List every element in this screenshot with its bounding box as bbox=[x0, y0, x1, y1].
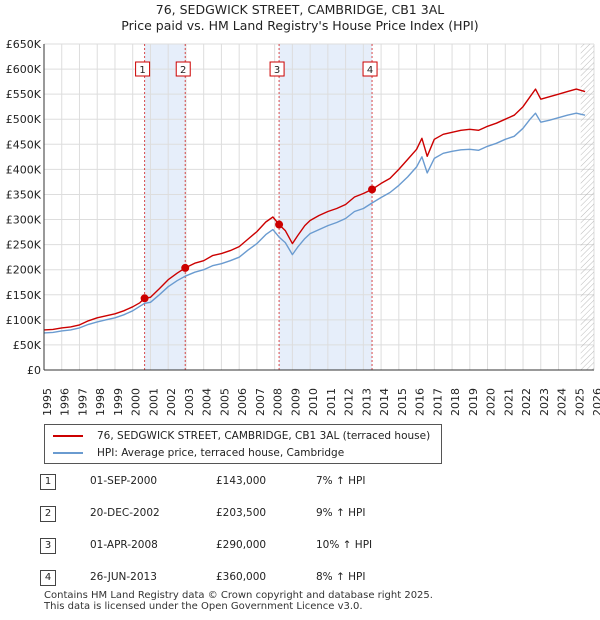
transaction-hpi-diff: 8% ↑ HPI bbox=[316, 571, 366, 583]
x-tick-label: 2022 bbox=[520, 388, 533, 416]
legend-item-property: 76, SEDGWICK STREET, CAMBRIDGE, CB1 3AL … bbox=[53, 428, 430, 444]
chart-legend: 76, SEDGWICK STREET, CAMBRIDGE, CB1 3AL … bbox=[44, 424, 442, 464]
y-tick-label: £350K bbox=[6, 188, 42, 201]
x-tick-label: 2018 bbox=[449, 388, 462, 416]
y-tick-label: £550K bbox=[6, 88, 42, 101]
x-tick-label: 1997 bbox=[76, 388, 89, 416]
x-tick-label: 2016 bbox=[414, 388, 427, 416]
x-tick-label: 1998 bbox=[94, 388, 107, 416]
transaction-price: £360,000 bbox=[216, 571, 267, 583]
transaction-number: 4 bbox=[40, 570, 56, 586]
legend-label-hpi: HPI: Average price, terraced house, Camb… bbox=[97, 447, 345, 459]
x-tick-label: 2024 bbox=[556, 388, 569, 416]
sale-label-box bbox=[362, 61, 378, 77]
price-chart: 1 2 3 4 £0 £50K £100K £150K £200K £250K £300K £350K… bbox=[6, 38, 600, 416]
transaction-number: 2 bbox=[40, 506, 56, 522]
legend-swatch-property bbox=[53, 435, 83, 437]
transaction-hpi-diff: 10% ↑ HPI bbox=[316, 539, 373, 551]
x-tick-label: 2023 bbox=[538, 388, 551, 416]
x-tick-label: 2005 bbox=[218, 388, 231, 416]
sale-point bbox=[275, 220, 284, 229]
sale-point bbox=[181, 263, 190, 272]
sale-point bbox=[368, 185, 377, 194]
x-tick-label: 2025 bbox=[573, 388, 586, 416]
x-tick-label: 2006 bbox=[236, 388, 249, 416]
x-tick-label: 2010 bbox=[307, 388, 320, 416]
table-row: 4 26-JUN-2013 £360,000 8% ↑ HPI bbox=[40, 570, 440, 588]
y-tick-label: £600K bbox=[6, 63, 42, 76]
x-tick-label: 2004 bbox=[201, 388, 214, 416]
footer-licence: This data is licensed under the Open Gov… bbox=[44, 601, 363, 612]
x-tick-label: 1996 bbox=[59, 388, 72, 416]
x-tick-label: 2012 bbox=[343, 388, 356, 416]
y-tick-label: £250K bbox=[6, 239, 42, 252]
transaction-price: £290,000 bbox=[216, 539, 267, 551]
x-tick-label: 2017 bbox=[431, 388, 444, 416]
y-tick-label: £200K bbox=[6, 264, 42, 277]
y-tick-label: £450K bbox=[6, 138, 42, 151]
y-tick-label: £500K bbox=[6, 113, 42, 126]
sale-label-text: 2 bbox=[180, 65, 186, 76]
x-tick-label: 2008 bbox=[272, 388, 285, 416]
footer-copyright: Contains HM Land Registry data © Crown c… bbox=[44, 590, 433, 601]
sale-label-text: 3 bbox=[274, 65, 280, 76]
x-tick-label: 1999 bbox=[112, 388, 125, 416]
y-tick-label: £50K bbox=[13, 339, 42, 352]
y-tick-label: £150K bbox=[6, 289, 42, 302]
transaction-hpi-diff: 7% ↑ HPI bbox=[316, 475, 366, 487]
y-tick-label: £100K bbox=[6, 314, 42, 327]
transaction-date: 26-JUN-2013 bbox=[90, 571, 157, 583]
transaction-date: 01-SEP-2000 bbox=[90, 475, 158, 487]
x-tick-label: 2026 bbox=[591, 388, 600, 416]
transaction-price: £203,500 bbox=[216, 507, 267, 519]
x-tick-label: 2019 bbox=[467, 388, 480, 416]
chart-title: 76, SEDGWICK STREET, CAMBRIDGE, CB1 3AL bbox=[155, 2, 445, 17]
y-tick-label: £300K bbox=[6, 214, 42, 227]
legend-swatch-hpi bbox=[53, 452, 83, 454]
transaction-price: £143,000 bbox=[216, 475, 267, 487]
property-series-line bbox=[43, 88, 586, 331]
x-tick-label: 2011 bbox=[325, 388, 338, 416]
x-tick-label: 1995 bbox=[41, 388, 54, 416]
shaded-period bbox=[279, 44, 373, 370]
sale-label-box bbox=[269, 61, 285, 77]
x-tick-label: 2001 bbox=[147, 388, 160, 416]
x-tick-label: 2021 bbox=[502, 388, 515, 416]
y-tick-label: £650K bbox=[6, 38, 42, 51]
x-tick-label: 2014 bbox=[378, 388, 391, 416]
shaded-period bbox=[144, 44, 186, 370]
sale-point bbox=[140, 294, 149, 303]
x-tick-label: 2003 bbox=[183, 388, 196, 416]
sale-label-box bbox=[175, 61, 191, 77]
legend-label-property: 76, SEDGWICK STREET, CAMBRIDGE, CB1 3AL … bbox=[97, 430, 431, 442]
sale-label-box bbox=[135, 61, 151, 77]
hpi-series-line bbox=[43, 112, 586, 334]
transaction-number: 3 bbox=[40, 538, 56, 554]
y-tick-label: £0 bbox=[27, 364, 41, 377]
sale-label-text: 1 bbox=[139, 65, 145, 76]
transaction-date: 01-APR-2008 bbox=[90, 539, 158, 551]
forecast-hatch bbox=[580, 44, 594, 370]
x-tick-label: 2020 bbox=[485, 388, 498, 416]
sale-label-text: 4 bbox=[367, 65, 373, 76]
table-row: 3 01-APR-2008 £290,000 10% ↑ HPI bbox=[40, 538, 440, 556]
x-tick-label: 2002 bbox=[165, 388, 178, 416]
x-tick-label: 2013 bbox=[360, 388, 373, 416]
table-row: 2 20-DEC-2002 £203,500 9% ↑ HPI bbox=[40, 506, 440, 524]
transaction-date: 20-DEC-2002 bbox=[90, 507, 160, 519]
table-row: 1 01-SEP-2000 £143,000 7% ↑ HPI bbox=[40, 474, 440, 492]
x-tick-label: 2000 bbox=[130, 388, 143, 416]
x-tick-label: 2007 bbox=[254, 388, 267, 416]
y-tick-label: £400K bbox=[6, 163, 42, 176]
transaction-hpi-diff: 9% ↑ HPI bbox=[316, 507, 366, 519]
transaction-number: 1 bbox=[40, 474, 56, 490]
x-tick-label: 2009 bbox=[289, 388, 302, 416]
legend-item-hpi: HPI: Average price, terraced house, Camb… bbox=[53, 445, 344, 461]
chart-subtitle: Price paid vs. HM Land Registry's House … bbox=[121, 18, 479, 33]
x-tick-label: 2015 bbox=[396, 388, 409, 416]
